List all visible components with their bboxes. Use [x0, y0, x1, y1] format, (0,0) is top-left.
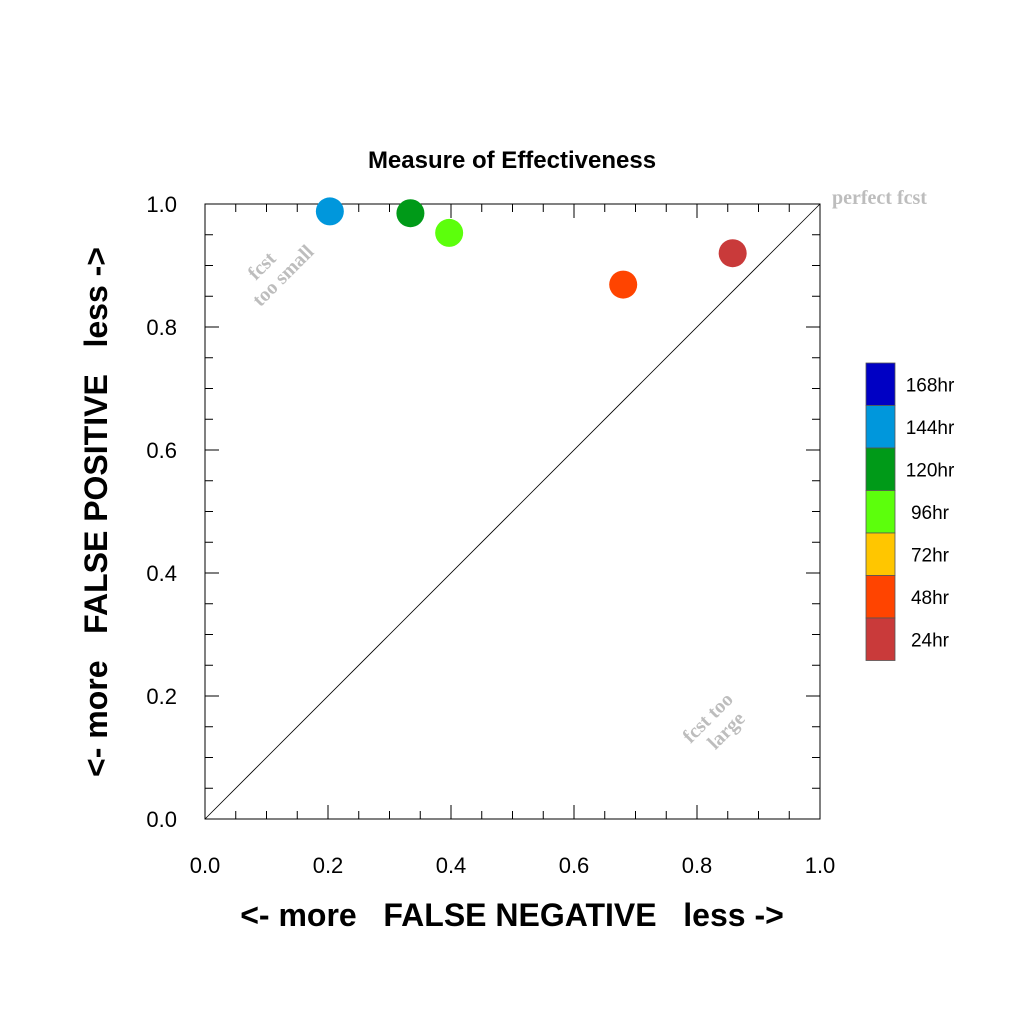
data-point-48hr	[609, 270, 638, 299]
legend: 168hr 144hr 120hr 96hr 72hr 48hr 24hr	[865, 362, 955, 661]
data-point-24hr	[718, 239, 747, 268]
legend-swatch-168hr	[865, 362, 896, 406]
x-tick-label: 1.0	[805, 853, 836, 878]
legend-label-120hr: 120hr	[906, 460, 955, 481]
y-axis-label: <- more FALSE POSITIVE less ->	[78, 247, 114, 777]
x-tick-labels: 0.0 0.2 0.4 0.6 0.8 1.0	[190, 853, 836, 878]
x-axis-label: <- more FALSE NEGATIVE less ->	[240, 897, 784, 933]
legend-swatch-144hr	[865, 405, 896, 449]
y-tick-label: 0.0	[146, 807, 177, 832]
x-tick-label: 0.6	[559, 853, 590, 878]
data-points	[315, 197, 747, 299]
chart-title: Measure of Effectiveness	[368, 147, 656, 174]
data-point-144hr	[315, 197, 344, 226]
legend-swatch-48hr	[865, 575, 896, 619]
legend-swatch-72hr	[865, 532, 896, 576]
y-tick-label: 0.6	[146, 438, 177, 463]
y-tick-label: 0.2	[146, 684, 177, 709]
legend-label-72hr: 72hr	[911, 545, 950, 566]
legend-swatch-24hr	[865, 617, 896, 661]
x-tick-label: 0.4	[436, 853, 467, 878]
legend-swatch-120hr	[865, 447, 896, 491]
legend-label-96hr: 96hr	[911, 503, 950, 524]
y-tick-label: 1.0	[146, 192, 177, 217]
axis-ticks	[204, 203, 821, 820]
perfect-forecast-diagonal	[204, 203, 821, 820]
x-tick-label: 0.2	[313, 853, 344, 878]
legend-label-144hr: 144hr	[906, 418, 955, 439]
x-tick-label: 0.0	[190, 853, 221, 878]
data-point-120hr	[396, 199, 425, 228]
y-tick-label: 0.8	[146, 315, 177, 340]
x-tick-label: 0.8	[682, 853, 713, 878]
legend-label-48hr: 48hr	[911, 588, 950, 609]
annotation-too-large: fcst too large	[679, 689, 750, 754]
y-tick-label: 0.4	[146, 561, 177, 586]
annotation-too-small: fcst too small	[244, 241, 319, 311]
legend-label-24hr: 24hr	[911, 630, 950, 651]
annotation-perfect-fcst: perfect fcst	[832, 187, 927, 209]
data-point-96hr	[435, 218, 464, 247]
legend-label-168hr: 168hr	[906, 375, 955, 396]
y-tick-labels: 0.0 0.2 0.4 0.6 0.8 1.0	[146, 192, 177, 832]
legend-swatch-96hr	[865, 490, 896, 534]
